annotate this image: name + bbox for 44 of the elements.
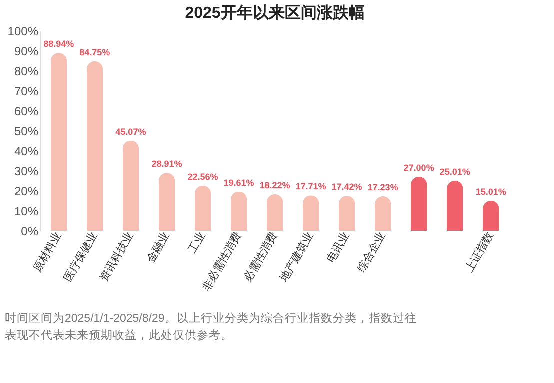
data-label: 17.23% — [368, 182, 398, 193]
y-tick-label: 80% — [14, 64, 39, 78]
y-tick-label: 30% — [14, 164, 39, 178]
x-tick-label: 电讯业 — [324, 230, 352, 266]
y-tick-label: 10% — [14, 204, 39, 218]
data-label: 84.75% — [80, 48, 110, 58]
y-tick-label: 50% — [14, 124, 39, 138]
bar — [266, 194, 284, 231]
bar — [374, 196, 392, 231]
data-label: 25.01% — [440, 166, 470, 177]
bar — [482, 200, 500, 231]
bar — [302, 196, 320, 231]
x-tick-label: 工业 — [186, 230, 208, 256]
data-label: 28.91% — [152, 159, 182, 170]
data-label: 27.00% — [404, 163, 434, 173]
bar — [446, 180, 464, 231]
data-label: 22.56% — [188, 172, 218, 182]
y-tick-label: 0% — [21, 224, 39, 238]
x-tick-label: 金融业 — [144, 230, 172, 266]
data-label: 17.42% — [332, 182, 362, 192]
bar — [230, 192, 248, 231]
data-label: 17.71% — [296, 182, 326, 192]
bar — [158, 173, 176, 231]
y-tick-label: 40% — [14, 144, 39, 158]
y-tick-label: 20% — [14, 184, 39, 198]
text: 时间区间为2025/1/1-2025/8/29。以上行业分类为综合行业指数分类，指数过往表现不代表未来预期收益，此处仅供参考。 — [5, 311, 417, 342]
x-tick-label: 上证指数 — [463, 230, 496, 275]
x-tick-label: 综合企业 — [354, 230, 388, 275]
data-label: 15.01% — [476, 186, 506, 197]
data-label: 19.61% — [224, 178, 254, 188]
bar — [194, 186, 212, 231]
data-label: 18.22% — [260, 180, 290, 191]
bar — [410, 177, 428, 231]
data-label: 45.07% — [116, 126, 146, 137]
y-tick-label: 70% — [14, 84, 39, 98]
bar — [50, 53, 68, 231]
data-label: 88.94% — [44, 39, 74, 50]
y-tick-label: 100% — [8, 24, 39, 38]
bar — [338, 196, 356, 231]
bar — [86, 62, 104, 231]
y-tick-label: 90% — [14, 44, 39, 58]
bar — [122, 140, 140, 231]
chart-title: 2025开年以来区间涨跌幅 — [185, 4, 365, 22]
y-tick-label: 60% — [14, 104, 39, 118]
